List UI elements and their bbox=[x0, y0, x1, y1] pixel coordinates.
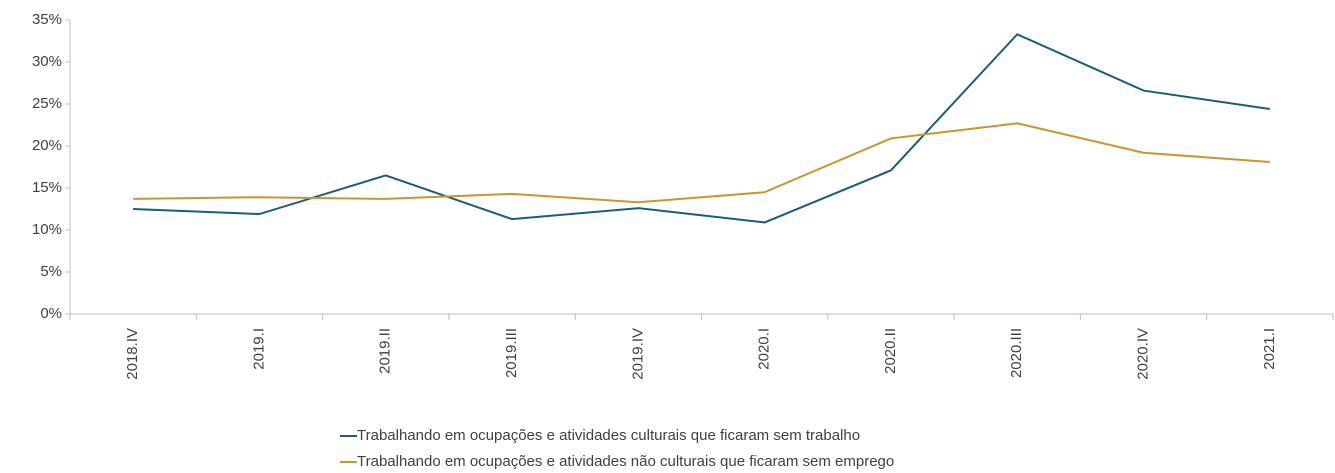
x-tick-label: 2020.III bbox=[1008, 328, 1025, 378]
x-tick-label: 2020.II bbox=[882, 328, 899, 374]
y-tick-label: 0% bbox=[40, 305, 62, 322]
y-tick-label: 25% bbox=[32, 95, 62, 112]
y-tick-label: 35% bbox=[32, 11, 62, 28]
x-tick-label: 2019.II bbox=[377, 328, 394, 374]
legend-label: Trabalhando em ocupações e atividades nã… bbox=[357, 453, 894, 470]
y-tick-label: 15% bbox=[32, 179, 62, 196]
y-tick-label: 30% bbox=[32, 53, 62, 70]
x-tick-label: 2020.IV bbox=[1135, 328, 1152, 380]
y-tick-label: 20% bbox=[32, 137, 62, 154]
x-tick-label: 2019.I bbox=[250, 328, 267, 370]
y-tick-label: 10% bbox=[32, 221, 62, 238]
series-line bbox=[133, 33, 1270, 224]
series-line bbox=[133, 122, 1270, 204]
x-tick-label: 2019.III bbox=[503, 328, 520, 378]
y-tick-label: 5% bbox=[40, 263, 62, 280]
legend-label: Trabalhando em ocupações e atividades cu… bbox=[357, 427, 860, 444]
x-tick-label: 2019.IV bbox=[629, 328, 646, 380]
x-tick-label: 2018.IV bbox=[124, 328, 141, 380]
x-tick-label: 2020.I bbox=[756, 328, 773, 370]
x-tick-label: 2021.I bbox=[1261, 328, 1278, 370]
